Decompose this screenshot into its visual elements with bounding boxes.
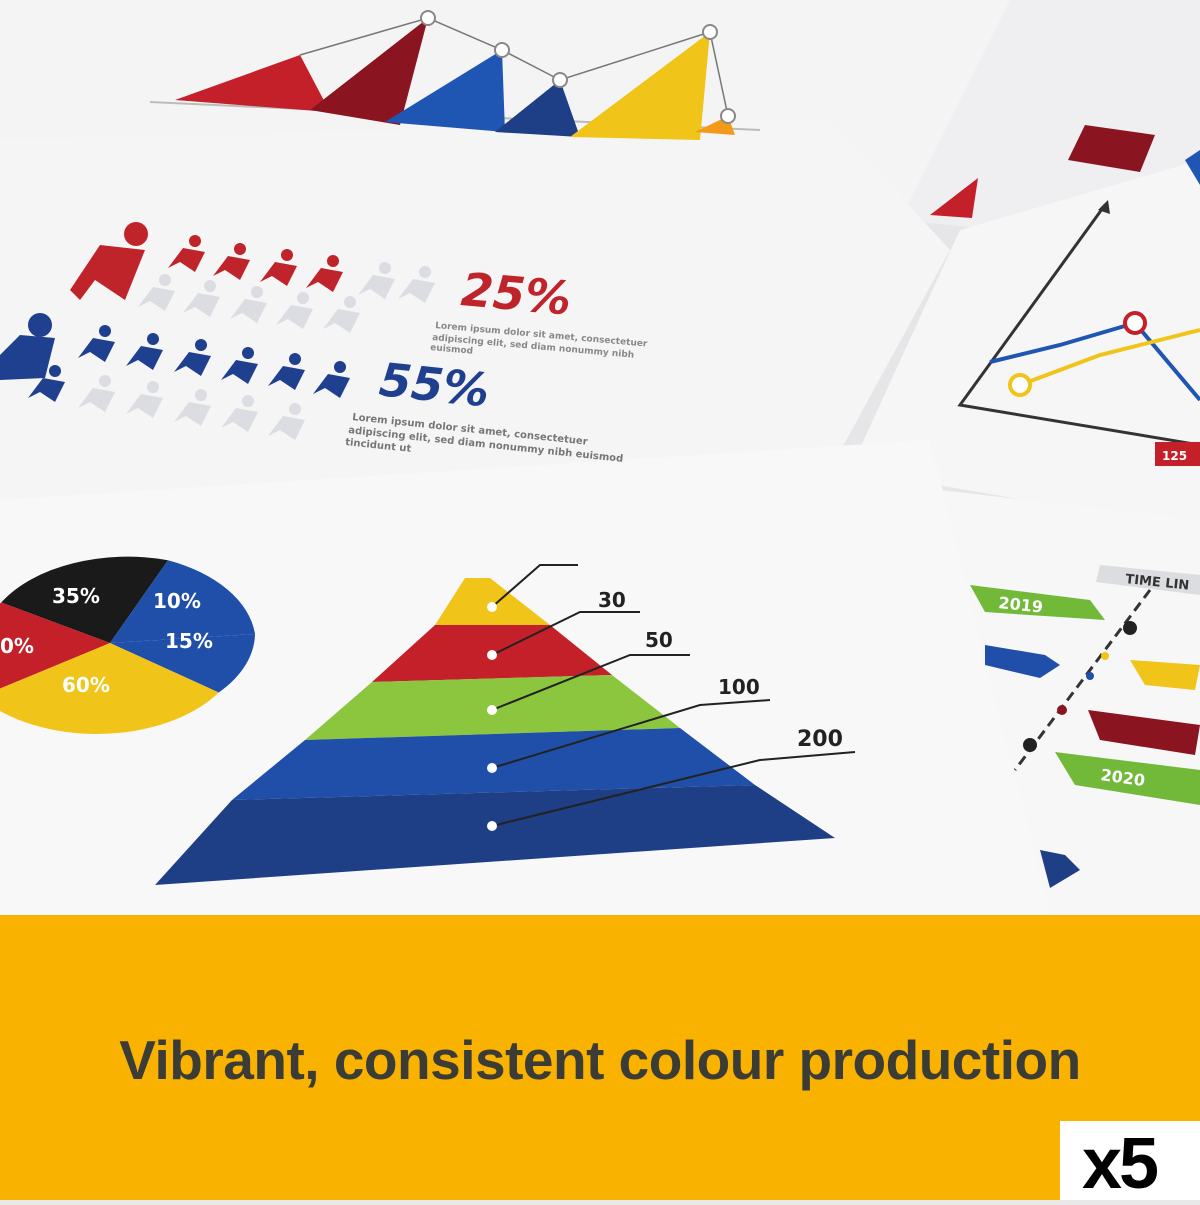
pie-label-10: 10% (153, 589, 201, 613)
pie-label-0: 0% (0, 634, 34, 658)
female-caption-3: euismod (430, 343, 474, 357)
female-icons (70, 222, 343, 300)
infographic-photo: 125 25% Lorem ipsum dolor sit amet, cons… (0, 0, 1200, 915)
banner (0, 915, 1200, 1200)
timeline-year-2019: 2019 (998, 593, 1044, 617)
male-icons (0, 313, 350, 402)
red-bar (1068, 125, 1155, 172)
grey-icons-top (138, 262, 435, 333)
blue-bar (1185, 150, 1200, 185)
female-percent: 25% (459, 262, 573, 325)
pyramid-label-30: 30 (598, 588, 626, 612)
timeline: TIME LIN 2019 2020 (970, 565, 1200, 888)
quantity-badge: x5 (1060, 1121, 1200, 1204)
pyramid-label-100: 100 (718, 675, 760, 699)
pie-label-35: 35% (52, 584, 100, 608)
pie-label-60: 60% (62, 673, 110, 697)
pie-label-15: 15% (165, 629, 213, 653)
red-triangle (930, 178, 978, 218)
line-chart: 125 (957, 200, 1200, 466)
tagline: Vibrant, consistent colour production (119, 1029, 1081, 1091)
area-chart (149, 10, 761, 140)
timeline-title: TIME LIN (1125, 572, 1190, 594)
paper-right-chart (850, 160, 1200, 530)
pyramid-chart: 30 50 100 200 (155, 564, 856, 885)
pyramid-label-50: 50 (645, 628, 673, 652)
line-chart-label: 125 (1162, 449, 1187, 463)
male-percent: 55% (377, 352, 492, 417)
quantity-badge-text: x5 (1082, 1124, 1159, 1204)
pie-chart (0, 556, 255, 734)
pyramid-label-200: 200 (797, 727, 843, 752)
